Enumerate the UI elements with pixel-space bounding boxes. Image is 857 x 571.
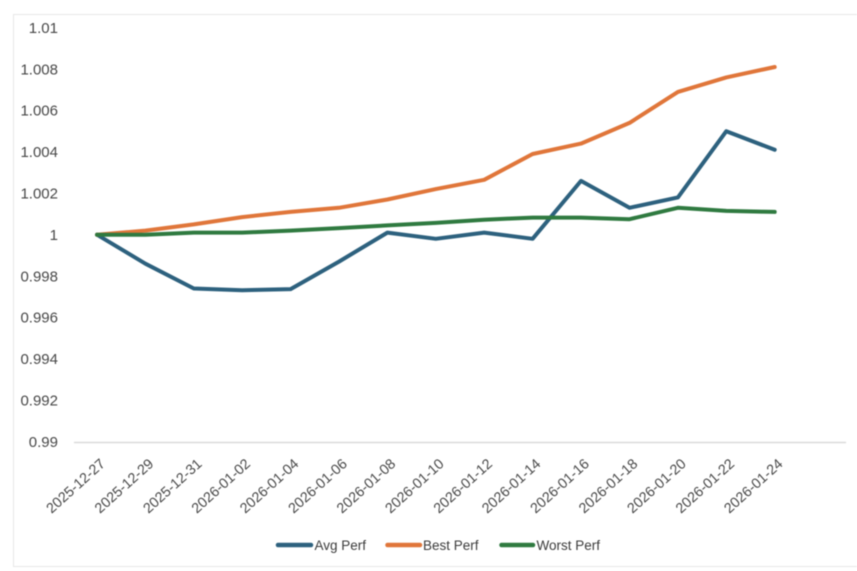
- svg-text:1.01: 1.01: [29, 20, 58, 37]
- svg-text:Best Perf: Best Perf: [423, 538, 479, 553]
- svg-text:1.006: 1.006: [20, 103, 58, 120]
- svg-text:1.004: 1.004: [20, 144, 58, 161]
- svg-text:0.99: 0.99: [29, 434, 58, 451]
- svg-text:1.008: 1.008: [20, 61, 58, 78]
- svg-text:0.992: 0.992: [20, 393, 58, 410]
- svg-text:0.996: 0.996: [20, 310, 58, 327]
- svg-text:1.002: 1.002: [20, 186, 58, 203]
- svg-text:1: 1: [50, 227, 58, 244]
- svg-text:Worst Perf: Worst Perf: [537, 538, 601, 553]
- svg-text:0.994: 0.994: [20, 351, 58, 368]
- svg-text:0.998: 0.998: [20, 268, 58, 285]
- svg-text:Avg Perf: Avg Perf: [315, 538, 367, 553]
